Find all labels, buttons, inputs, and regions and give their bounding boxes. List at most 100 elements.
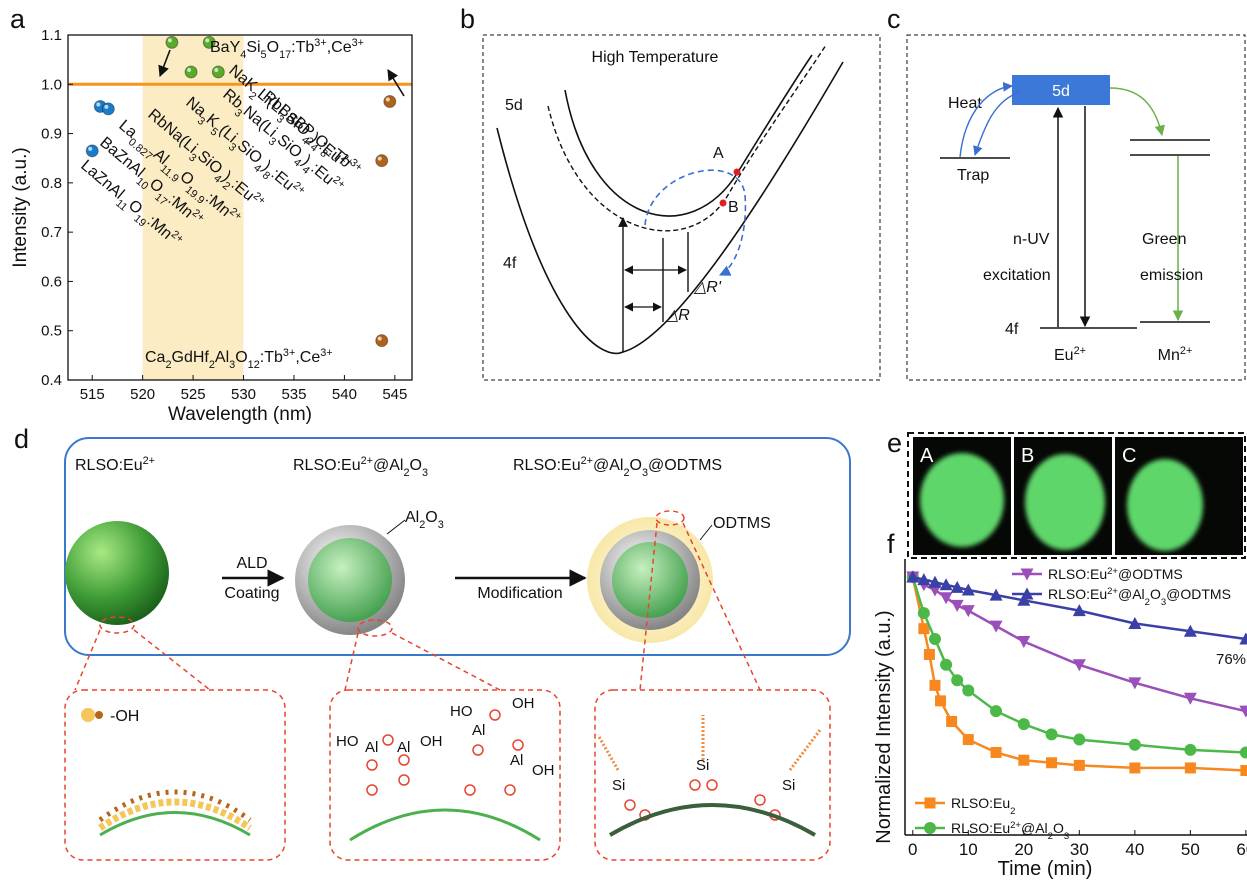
annotation: 76% — [1216, 651, 1246, 668]
point-shine — [187, 67, 192, 72]
level-label: 5d — [1052, 83, 1070, 100]
phosphor — [920, 453, 1004, 547]
point — [375, 154, 389, 168]
surface-oh — [98, 789, 252, 823]
stage-label: RLSO:Eu2+ — [75, 455, 155, 474]
marker — [1046, 757, 1058, 769]
ion-label: Mn2+ — [1158, 345, 1193, 364]
marker — [939, 578, 953, 591]
shell-label: Al2O3 — [405, 509, 444, 531]
formula-index: 2+ — [1074, 345, 1086, 357]
legend-label: RLSO:Eu2+@ODTMS — [1048, 566, 1183, 583]
x-tick-label: 525 — [181, 386, 206, 403]
panel-label: d — [14, 424, 29, 454]
legend-label: RLSO:Eu2+@Al2O3@ODTMS — [1048, 586, 1231, 608]
y-tick-label: 0.7 — [41, 224, 62, 241]
marker — [1073, 733, 1086, 746]
y-tick-label: 1.0 — [41, 76, 62, 93]
atom: HO — [450, 703, 473, 720]
excitation-label: excitation — [983, 267, 1051, 284]
y-tick-label: 0.4 — [41, 372, 62, 389]
surface — [99, 811, 251, 837]
marker — [929, 679, 941, 691]
point-b — [719, 199, 727, 207]
trap-label: Trap — [957, 167, 989, 184]
atom: Al — [365, 739, 378, 756]
y-tick-label: 0.6 — [41, 273, 62, 290]
marker — [962, 684, 975, 697]
marker — [1184, 762, 1196, 774]
marker — [951, 674, 964, 687]
atom: OH — [420, 733, 443, 750]
frame — [906, 34, 1246, 381]
formula-index: 3 — [266, 135, 278, 148]
step-label: ALD — [236, 555, 267, 572]
label-arrow — [158, 49, 171, 78]
oxygen — [366, 709, 781, 821]
x-axis-label: Time (min) — [998, 858, 1093, 880]
atom: Al — [510, 752, 523, 769]
ion-label: Eu2+ — [1054, 345, 1086, 364]
photo-label: C — [1122, 445, 1136, 467]
point-shine — [385, 97, 390, 102]
surface-oh — [98, 798, 252, 831]
marker — [1017, 718, 1030, 731]
formula-index: 2+ — [361, 455, 373, 467]
point-shine — [104, 104, 109, 109]
marker — [989, 588, 1003, 601]
formula-index: 2 — [623, 467, 629, 479]
formula-index: 3 — [1064, 831, 1069, 842]
point-label: B — [728, 199, 739, 216]
heat-arrow — [973, 91, 1021, 156]
formula-index: 3+ — [283, 347, 295, 359]
atom: Al — [397, 739, 410, 756]
legend-marker — [1020, 587, 1034, 600]
pointer — [699, 524, 713, 541]
marker — [962, 734, 974, 746]
marker — [1128, 616, 1142, 629]
pointer — [386, 519, 406, 535]
curve-5d — [564, 54, 813, 217]
formula-index: 2 — [419, 519, 425, 531]
formula-index: 2+ — [1107, 586, 1118, 597]
atom: OH — [532, 762, 555, 779]
legend-label: RLSO:Eu2 — [951, 795, 1015, 817]
legend-marker — [1020, 568, 1034, 581]
marker — [1017, 593, 1031, 606]
panel-label: b — [460, 4, 475, 34]
level-label: 4f — [503, 255, 517, 272]
x-tick-label: 60 — [1236, 840, 1247, 859]
x-axis-label: Wavelength (nm) — [168, 404, 312, 425]
x-tick-label: 10 — [959, 840, 978, 859]
legend-marker — [924, 822, 936, 834]
delta-label: △R' — [693, 279, 722, 296]
delta-label: △R — [665, 307, 690, 324]
marker — [950, 599, 964, 612]
marker — [1072, 659, 1086, 672]
formula-index: 11 — [113, 197, 129, 213]
formula-index: 5 — [261, 49, 267, 61]
legend-label: RLSO:Eu2+@Al2O3 — [951, 820, 1069, 842]
marker — [989, 620, 1003, 633]
x-tick-label: 50 — [1181, 840, 1200, 859]
point-shine — [377, 336, 382, 341]
marker — [906, 570, 920, 583]
formula-index: 4 — [240, 49, 246, 61]
marker — [917, 573, 931, 586]
level-label: 5d — [505, 97, 523, 114]
formula-index: 4 — [291, 156, 303, 169]
particle — [612, 542, 688, 618]
legend-marker — [924, 797, 936, 809]
point-shine — [167, 38, 172, 43]
y-tick-label: 0.8 — [41, 175, 62, 192]
level-label: 4f — [1005, 321, 1019, 338]
formula-index: 3 — [1161, 597, 1166, 608]
legend-dot — [95, 711, 103, 719]
panel-label: c — [887, 4, 901, 34]
marker — [1072, 604, 1086, 617]
thermal-path — [644, 169, 747, 276]
formula-index: 3 — [229, 359, 235, 371]
excitation-label: n-UV — [1013, 231, 1050, 248]
marker — [928, 632, 941, 645]
x-tick-label: 20 — [1014, 840, 1033, 859]
